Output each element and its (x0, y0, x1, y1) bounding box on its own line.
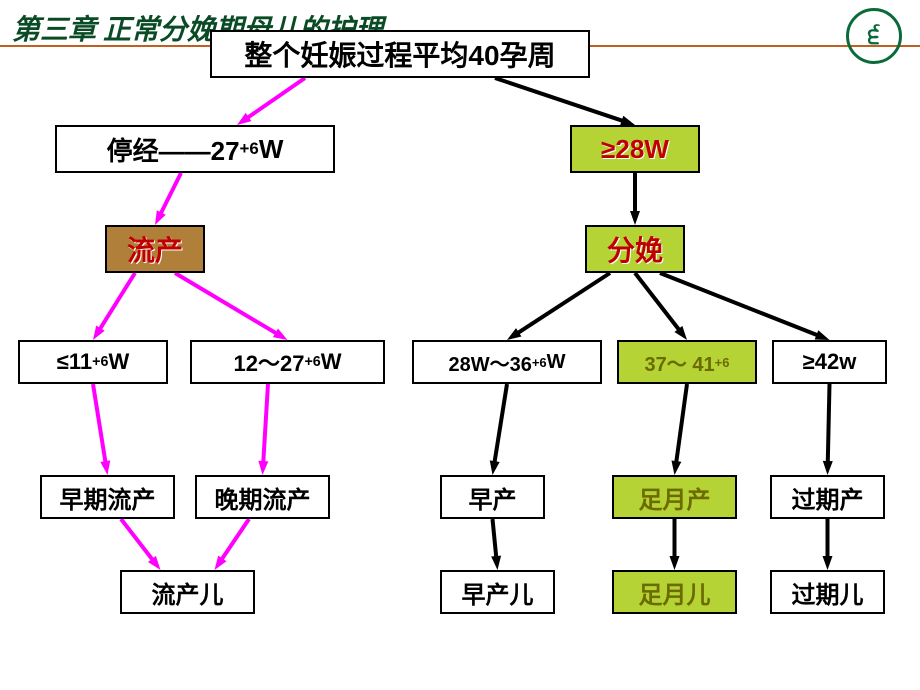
logo-glyph: ੬ (868, 22, 880, 50)
node-zyc: 足月产 (612, 475, 737, 519)
node-r12_27: 12～27 +6 W (190, 340, 385, 384)
logo-icon: ੬ (846, 8, 902, 64)
node-liuchan: 流产 (105, 225, 205, 273)
node-zye: 足月儿 (612, 570, 737, 614)
node-gqc: 过期产 (770, 475, 885, 519)
node-ge28: ≥28W (570, 125, 700, 173)
node-zqlc: 早期流产 (40, 475, 175, 519)
node-ge42: ≥42w (772, 340, 887, 384)
node-fenmian: 分娩 (585, 225, 685, 273)
node-tj: 停经——27 +6 W (55, 125, 335, 173)
node-root: 整个妊娠过程平均40孕周 (210, 30, 590, 78)
node-zce: 早产儿 (440, 570, 555, 614)
node-r37_41: 37～ 41+6 (617, 340, 757, 384)
node-gqe: 过期儿 (770, 570, 885, 614)
node-r28_36: 28W～36+6 W (412, 340, 602, 384)
node-wqlc: 晚期流产 (195, 475, 330, 519)
node-zc: 早产 (440, 475, 545, 519)
node-le11: ≤11 +6 W (18, 340, 168, 384)
node-lce: 流产儿 (120, 570, 255, 614)
